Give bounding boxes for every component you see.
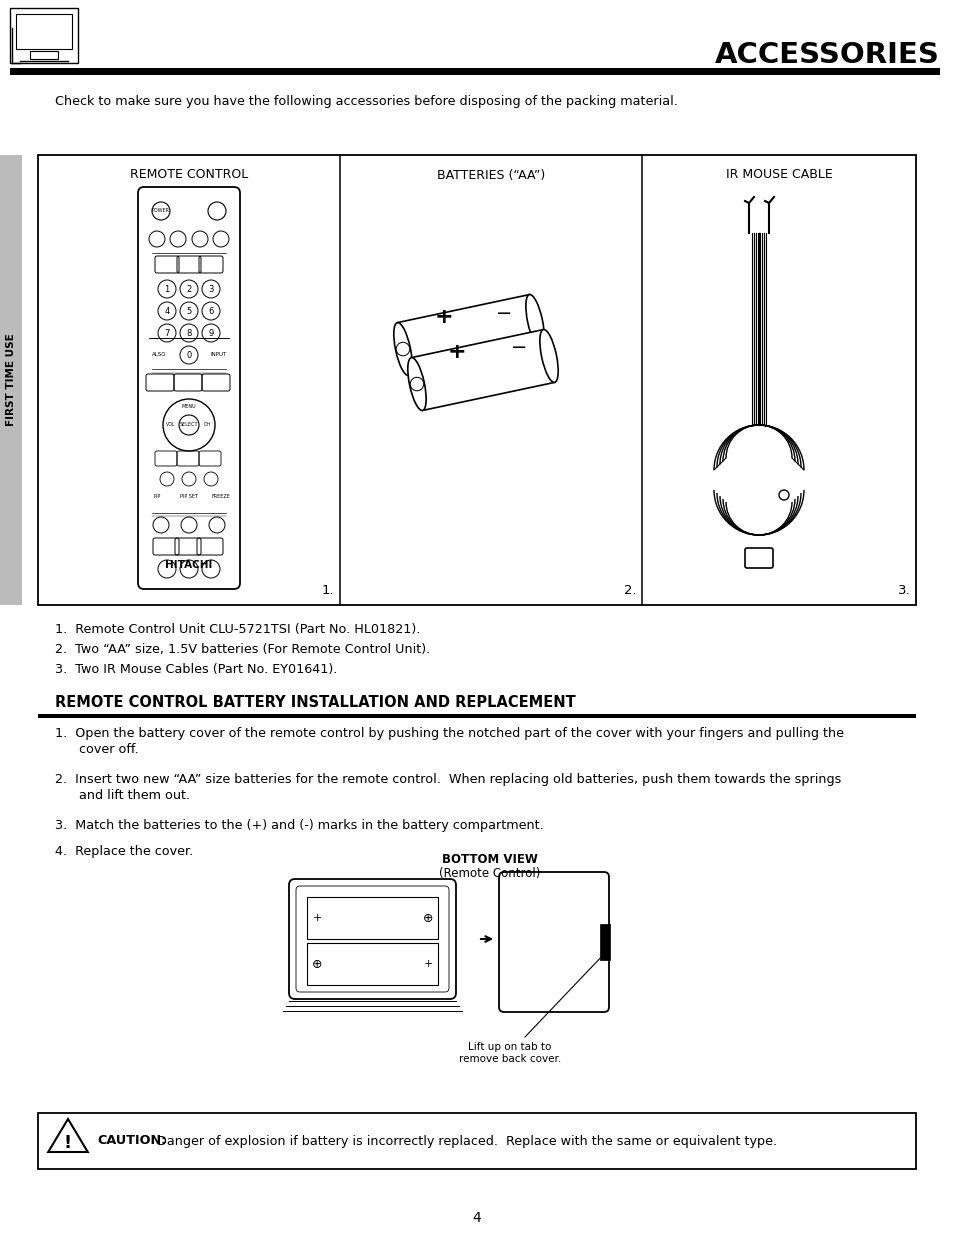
Bar xyxy=(307,897,437,939)
Text: +: + xyxy=(423,960,433,969)
Text: 3.  Two IR Mouse Cables (Part No. EY01641).: 3. Two IR Mouse Cables (Part No. EY01641… xyxy=(55,663,337,676)
Text: CAUTION:: CAUTION: xyxy=(97,1135,166,1147)
Bar xyxy=(30,51,58,59)
Text: CH: CH xyxy=(203,422,211,427)
Text: cover off.: cover off. xyxy=(55,743,138,756)
Text: 9: 9 xyxy=(208,329,213,337)
Text: POWER: POWER xyxy=(152,209,170,214)
Text: 4: 4 xyxy=(164,306,170,315)
Ellipse shape xyxy=(407,358,426,410)
Text: Lift up on tab to
remove back cover.: Lift up on tab to remove back cover. xyxy=(458,1042,560,1063)
Text: ⊕: ⊕ xyxy=(312,957,322,971)
Bar xyxy=(16,14,71,49)
Bar xyxy=(10,68,939,75)
Text: 2: 2 xyxy=(186,284,192,294)
Text: FIRST TIME USE: FIRST TIME USE xyxy=(6,333,16,426)
FancyBboxPatch shape xyxy=(498,872,608,1011)
Text: FREEZE: FREEZE xyxy=(212,494,231,499)
Text: ALSO: ALSO xyxy=(152,352,166,357)
Ellipse shape xyxy=(539,330,558,383)
Text: 0: 0 xyxy=(186,351,192,359)
Text: 1: 1 xyxy=(164,284,170,294)
Text: 8: 8 xyxy=(186,329,192,337)
Circle shape xyxy=(410,377,423,390)
Text: ⊕: ⊕ xyxy=(422,911,433,925)
Text: SELECT: SELECT xyxy=(179,422,198,427)
FancyBboxPatch shape xyxy=(289,879,456,999)
Bar xyxy=(0,156,22,605)
Text: 2.  Two “AA” size, 1.5V batteries (For Remote Control Unit).: 2. Two “AA” size, 1.5V batteries (For Re… xyxy=(55,643,430,656)
Text: 4: 4 xyxy=(472,1212,481,1225)
Text: +: + xyxy=(312,913,321,923)
Text: 2.  Insert two new “AA” size batteries for the remote control.  When replacing o: 2. Insert two new “AA” size batteries fo… xyxy=(55,773,841,785)
Text: 5: 5 xyxy=(186,306,192,315)
Text: VOL: VOL xyxy=(166,422,175,427)
Text: −: − xyxy=(510,338,527,357)
Text: !: ! xyxy=(64,1134,72,1152)
Text: REMOTE CONTROL: REMOTE CONTROL xyxy=(130,168,248,182)
Text: 2.: 2. xyxy=(623,584,636,598)
Text: INPUT: INPUT xyxy=(211,352,227,357)
Polygon shape xyxy=(397,295,540,375)
Text: 3.  Match the batteries to the (+) and (-) marks in the battery compartment.: 3. Match the batteries to the (+) and (-… xyxy=(55,819,543,832)
Text: 1.  Open the battery cover of the remote control by pushing the notched part of : 1. Open the battery cover of the remote … xyxy=(55,727,843,740)
Text: PIP SET: PIP SET xyxy=(180,494,198,499)
Text: REMOTE CONTROL BATTERY INSTALLATION AND REPLACEMENT: REMOTE CONTROL BATTERY INSTALLATION AND … xyxy=(55,695,576,710)
Text: 1.: 1. xyxy=(322,584,335,598)
Text: +: + xyxy=(447,342,466,362)
Text: 1.  Remote Control Unit CLU-5721TSI (Part No. HL01821).: 1. Remote Control Unit CLU-5721TSI (Part… xyxy=(55,622,420,636)
FancyBboxPatch shape xyxy=(138,186,240,589)
Bar xyxy=(38,714,915,718)
Text: BOTTOM VIEW: BOTTOM VIEW xyxy=(441,853,537,866)
Bar xyxy=(307,944,437,986)
Polygon shape xyxy=(411,330,554,410)
Text: +: + xyxy=(435,308,453,327)
Text: 7: 7 xyxy=(164,329,170,337)
Text: ACCESSORIES: ACCESSORIES xyxy=(715,41,939,69)
Text: PIP: PIP xyxy=(153,494,160,499)
Text: Check to make sure you have the following accessories before disposing of the pa: Check to make sure you have the followin… xyxy=(55,95,678,107)
Bar xyxy=(599,924,609,960)
Text: (Remote Control): (Remote Control) xyxy=(438,867,540,881)
Text: 3.: 3. xyxy=(897,584,910,598)
FancyBboxPatch shape xyxy=(744,548,772,568)
Ellipse shape xyxy=(394,322,412,375)
Bar xyxy=(10,7,78,63)
Text: 6: 6 xyxy=(208,306,213,315)
Ellipse shape xyxy=(525,294,543,347)
Text: IR MOUSE CABLE: IR MOUSE CABLE xyxy=(725,168,832,182)
Text: HITACHI: HITACHI xyxy=(165,559,213,571)
Text: 4.  Replace the cover.: 4. Replace the cover. xyxy=(55,845,193,858)
Text: 3: 3 xyxy=(208,284,213,294)
Text: MENU: MENU xyxy=(181,405,196,410)
Polygon shape xyxy=(49,1119,88,1152)
Bar xyxy=(38,1113,915,1170)
Text: −: − xyxy=(496,304,512,322)
Bar xyxy=(38,156,915,605)
Text: Danger of explosion if battery is incorrectly replaced.  Replace with the same o: Danger of explosion if battery is incorr… xyxy=(149,1135,777,1147)
Circle shape xyxy=(395,342,409,356)
Text: BATTERIES (“AA”): BATTERIES (“AA”) xyxy=(436,168,544,182)
Text: and lift them out.: and lift them out. xyxy=(55,789,190,802)
